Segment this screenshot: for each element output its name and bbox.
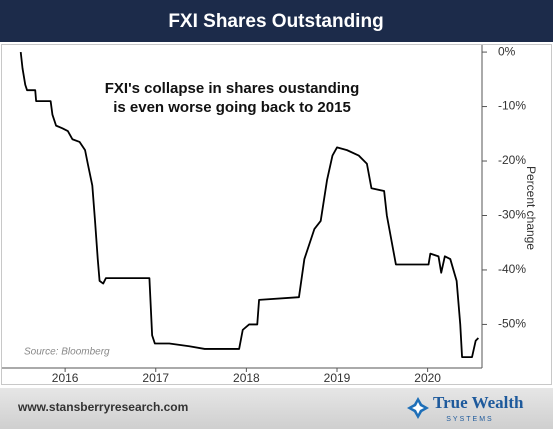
y-tick-label: -20% (498, 153, 526, 167)
source-note: Source: Bloomberg (24, 347, 110, 358)
data-line (19, 51, 480, 359)
footer-url: www.stansberryresearch.com (17, 400, 188, 414)
x-tick-label: 2019 (324, 371, 351, 385)
logo-icon (407, 397, 429, 419)
annotation: FXI's collapse in shares oustanding (105, 80, 359, 97)
chart-frame (1, 44, 552, 385)
y-tick-label: -10% (498, 99, 526, 113)
x-tick-label: 2017 (142, 371, 169, 385)
y-tick-label: -30% (498, 208, 526, 222)
y-tick-label: -50% (498, 317, 526, 331)
y-tick-label: -40% (498, 262, 526, 276)
annotation: is even worse going back to 2015 (113, 99, 351, 116)
logo-text: True Wealth (433, 393, 524, 412)
footer-bar (0, 388, 553, 429)
logo-subtext: SYSTEMS (446, 416, 493, 423)
header-bar (0, 0, 553, 42)
y-tick-label: 0% (498, 44, 516, 58)
y-axis-label: Percent change (524, 166, 538, 250)
x-tick-label: 2016 (52, 371, 79, 385)
x-tick-label: 2018 (233, 371, 260, 385)
x-tick-label: 2020 (414, 371, 441, 385)
header-title: FXI Shares Outstanding (168, 11, 383, 32)
